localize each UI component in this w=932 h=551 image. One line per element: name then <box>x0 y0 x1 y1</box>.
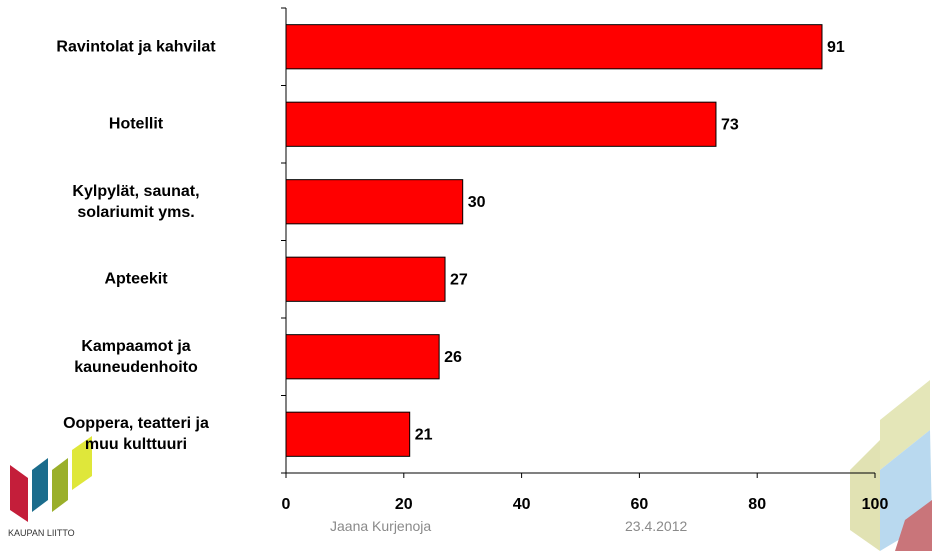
value-label: 21 <box>415 426 433 443</box>
value-label: 91 <box>827 39 845 56</box>
bar <box>285 101 717 147</box>
value-label: 27 <box>450 271 468 288</box>
category-label: Ravintolat ja kahvilat <box>56 38 216 56</box>
x-tick-label: 60 <box>631 496 649 513</box>
decor <box>10 380 932 551</box>
category-label: Apteekit <box>104 270 168 288</box>
author: Jaana Kurjenoja <box>330 518 432 534</box>
value-label: 73 <box>721 116 739 133</box>
x-tick-label: 40 <box>513 496 531 513</box>
category-label: Kylpylät, saunat, solariumit yms. <box>72 182 200 221</box>
bar <box>285 24 823 70</box>
x-tick-label: 80 <box>748 496 766 513</box>
bar <box>285 411 411 457</box>
bar <box>285 334 440 380</box>
x-tick-label: 20 <box>395 496 413 513</box>
category-label: Ooppera, teatteri ja muu kulttuuri <box>63 415 209 454</box>
x-tick-label: 100 <box>862 496 889 513</box>
date: 23.4.2012 <box>625 518 688 534</box>
bar <box>285 179 464 225</box>
logo-text: KAUPAN LIITTO <box>8 528 75 538</box>
category-label: Hotellit <box>108 115 164 133</box>
x-tick-label: 0 <box>282 496 291 513</box>
value-label: 30 <box>468 194 486 211</box>
category-label: Kampaamot ja kauneudenhoito <box>74 337 198 376</box>
value-label: 26 <box>444 349 462 366</box>
bar <box>285 256 446 302</box>
